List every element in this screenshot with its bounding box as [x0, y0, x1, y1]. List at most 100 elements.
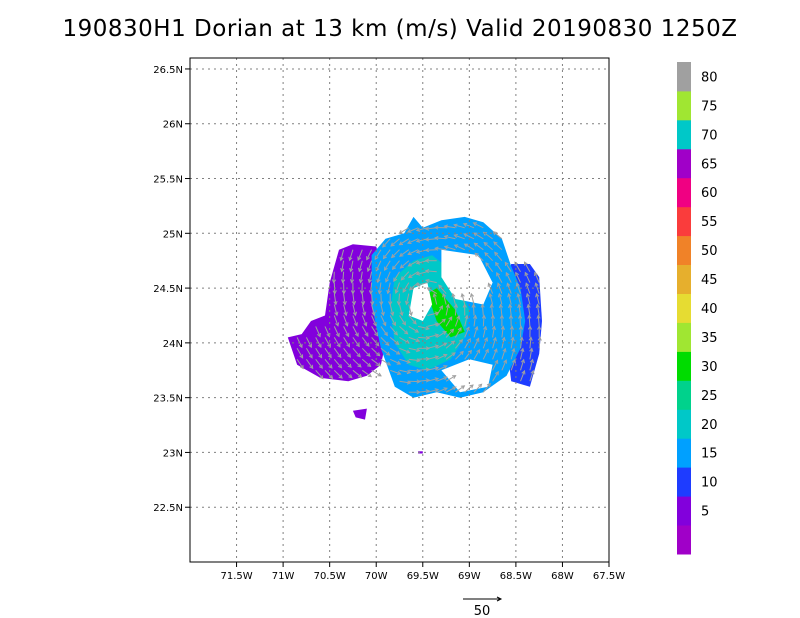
- wind-arrow: [436, 365, 448, 371]
- wind-arrow: [472, 222, 484, 229]
- wind-arrow: [445, 386, 457, 393]
- wind-arrow: [333, 293, 338, 306]
- wind-arrow: [385, 271, 391, 283]
- wind-arrow: [534, 282, 540, 294]
- wind-arrow: [390, 369, 402, 375]
- wind-arrow: [426, 287, 437, 295]
- x-tick-label: 71.5W: [220, 571, 252, 582]
- wind-arrow: [464, 314, 469, 327]
- wind-arrow: [333, 304, 339, 317]
- colorbar: 5 10 15 20 25 30 35 40 45 50 55 60 65 70 75 80: [677, 62, 718, 555]
- wind-arrow: [351, 293, 357, 306]
- wind-arrow: [445, 375, 457, 382]
- wind-arrow: [424, 247, 437, 253]
- wind-arrow: [343, 347, 352, 358]
- wind-arrow: [515, 282, 521, 294]
- wind-arrow: [480, 303, 485, 316]
- wind-arrow: [526, 303, 531, 316]
- wind-arrow: [408, 379, 421, 384]
- wind-arrow: [399, 304, 404, 317]
- wind-arrow: [453, 223, 465, 229]
- wind-arrow: [427, 333, 440, 338]
- colorbar-swatch: [677, 380, 691, 410]
- colorbar-label: 40: [701, 302, 718, 317]
- wind-arrow: [370, 293, 375, 306]
- wind-region-eye: [408, 282, 433, 321]
- wind-arrow: [343, 358, 352, 369]
- wind-arrow: [473, 337, 480, 349]
- wind-vectors: [296, 222, 542, 395]
- wind-arrow: [333, 358, 343, 369]
- wind-arrow: [510, 347, 516, 360]
- wind-arrow: [510, 336, 515, 349]
- wind-arrow: [361, 326, 369, 337]
- colorbar-swatch: [677, 293, 691, 323]
- wind-arrow: [331, 271, 337, 284]
- wind-arrow: [438, 284, 447, 294]
- wind-arrow: [377, 282, 382, 295]
- wind-arrow: [389, 304, 395, 317]
- x-tick-label: 70.5W: [314, 571, 346, 582]
- wind-arrow: [343, 304, 348, 317]
- wind-arrow: [516, 292, 521, 305]
- colorbar-swatch: [677, 62, 691, 92]
- colorbar-label: 60: [701, 186, 718, 201]
- wind-arrow: [361, 315, 368, 327]
- wind-arrow: [333, 326, 340, 338]
- wind-arrow: [424, 268, 437, 274]
- wind-arrow: [424, 237, 437, 242]
- wind-arrow: [525, 282, 531, 294]
- wind-arrow: [399, 380, 412, 385]
- wind-arrow: [488, 292, 494, 305]
- wind-arrow: [496, 271, 503, 283]
- wind-arrow: [424, 278, 437, 284]
- wind-arrow: [390, 238, 400, 247]
- wind-arrow: [445, 340, 456, 349]
- y-tick-label: 23.5N: [153, 394, 183, 405]
- wind-arrow: [409, 282, 419, 291]
- y-tick-label: 23N: [163, 448, 183, 459]
- wind-arrow: [481, 314, 487, 327]
- wind-arrow: [340, 271, 346, 284]
- wind-arrow: [427, 366, 440, 371]
- wind-arrow: [341, 282, 346, 295]
- wind-arrow: [510, 358, 516, 371]
- wind-arrow: [362, 369, 373, 378]
- wind-arrow: [371, 304, 376, 317]
- y-tick-label: 25.5N: [153, 175, 183, 186]
- wind-arrow: [495, 261, 503, 272]
- wind-arrow: [462, 222, 475, 229]
- wind-arrow: [492, 370, 499, 382]
- wind-arrow: [489, 303, 494, 316]
- wind-region-south-gap: [441, 359, 493, 393]
- x-tick-label: 68W: [551, 571, 574, 582]
- wind-arrow: [399, 260, 410, 269]
- wind-region-north-gap: [441, 249, 493, 305]
- wind-arrow: [427, 322, 440, 327]
- colorbar-swatch: [677, 467, 691, 497]
- wind-arrow: [473, 349, 481, 360]
- wind-arrow: [389, 315, 396, 327]
- wind-arrow: [434, 225, 447, 230]
- wind-arrow: [529, 347, 534, 360]
- wind-arrow: [408, 368, 421, 373]
- wind-arrow: [399, 369, 412, 375]
- wind-arrow: [340, 260, 345, 273]
- wind-arrow: [455, 385, 466, 393]
- wind-arrow: [453, 303, 459, 316]
- wind-arrow: [367, 271, 373, 284]
- wind-arrow: [507, 292, 512, 305]
- wind-arrow: [396, 293, 402, 306]
- wind-arrow: [494, 251, 503, 262]
- colorbar-label: 30: [701, 360, 718, 375]
- wind-region-outer-west: [287, 244, 391, 382]
- wind-arrow: [389, 326, 398, 336]
- colorbar-swatch: [677, 177, 691, 208]
- wind-arrow: [500, 325, 505, 338]
- wind-arrow: [504, 261, 512, 272]
- colorbar-label: 25: [701, 389, 718, 404]
- colorbar-swatch: [677, 409, 691, 439]
- x-tick-label: 67.5W: [593, 571, 625, 582]
- wind-arrow: [520, 358, 525, 371]
- wind-arrow: [436, 387, 448, 393]
